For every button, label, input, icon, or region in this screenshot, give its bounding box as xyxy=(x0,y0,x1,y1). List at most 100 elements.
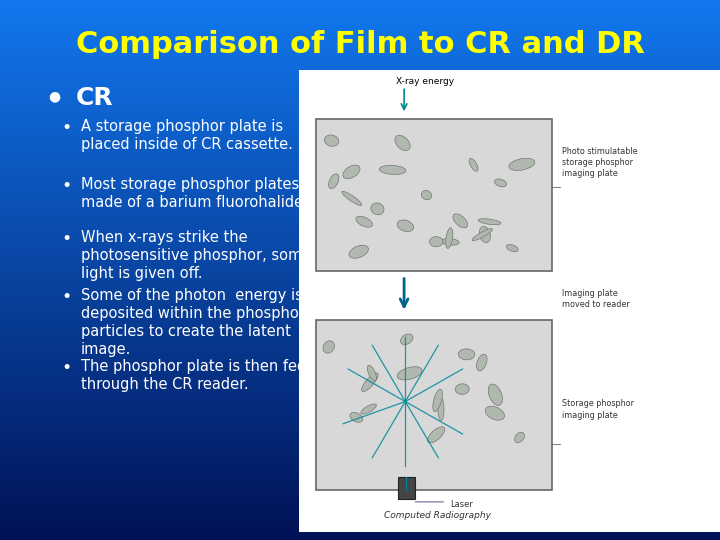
Ellipse shape xyxy=(459,349,474,360)
Bar xyxy=(0,18,720,22)
Bar xyxy=(0,461,720,464)
Bar xyxy=(0,137,720,140)
Bar xyxy=(0,158,720,162)
Bar xyxy=(0,367,720,371)
Bar xyxy=(0,263,720,266)
Bar xyxy=(0,76,720,79)
Bar xyxy=(0,162,720,166)
Bar xyxy=(0,61,720,65)
Ellipse shape xyxy=(455,384,469,394)
Bar xyxy=(0,274,720,277)
Ellipse shape xyxy=(421,191,431,200)
Bar xyxy=(0,317,720,320)
Bar xyxy=(0,490,720,493)
Bar xyxy=(0,295,720,299)
Bar xyxy=(0,115,720,119)
Ellipse shape xyxy=(506,245,518,252)
Bar xyxy=(0,212,720,216)
Bar xyxy=(0,436,720,439)
Ellipse shape xyxy=(485,406,505,420)
Bar xyxy=(0,342,720,346)
Bar xyxy=(0,4,720,7)
Bar xyxy=(0,252,720,255)
Bar xyxy=(0,428,720,432)
Bar xyxy=(0,166,720,169)
Ellipse shape xyxy=(343,165,360,179)
Bar xyxy=(0,522,720,525)
Bar xyxy=(0,173,720,177)
Bar xyxy=(0,454,720,457)
Bar xyxy=(0,339,720,342)
Text: CR: CR xyxy=(76,86,113,110)
Bar xyxy=(0,335,720,339)
Text: Most storage phosphor plates are
made of a barium fluorohalide.: Most storage phosphor plates are made of… xyxy=(81,177,328,210)
Ellipse shape xyxy=(397,220,413,232)
Bar xyxy=(0,245,720,248)
Bar xyxy=(0,468,720,471)
Ellipse shape xyxy=(441,239,459,245)
Bar xyxy=(0,241,720,245)
FancyBboxPatch shape xyxy=(398,477,415,499)
Bar xyxy=(0,393,720,396)
Bar xyxy=(0,86,720,90)
Bar xyxy=(0,43,720,47)
Bar xyxy=(0,32,720,36)
Bar xyxy=(0,47,720,50)
Bar xyxy=(0,205,720,209)
Bar xyxy=(0,292,720,295)
Bar xyxy=(0,248,720,252)
Bar xyxy=(0,155,720,158)
Bar xyxy=(0,25,720,29)
Bar xyxy=(0,223,720,227)
Bar xyxy=(0,108,720,112)
Bar xyxy=(0,277,720,281)
Bar xyxy=(0,533,720,536)
Bar xyxy=(0,140,720,144)
Ellipse shape xyxy=(361,404,377,414)
Ellipse shape xyxy=(433,389,442,411)
Bar xyxy=(0,346,720,349)
Bar xyxy=(0,187,720,191)
Text: Laser: Laser xyxy=(451,500,473,509)
Bar xyxy=(0,493,720,497)
Ellipse shape xyxy=(438,397,444,421)
Bar xyxy=(0,497,720,501)
Bar xyxy=(0,281,720,285)
Bar xyxy=(0,360,720,363)
Bar xyxy=(0,410,720,414)
Bar xyxy=(0,425,720,428)
Bar xyxy=(0,238,720,241)
Ellipse shape xyxy=(446,228,453,248)
Text: •: • xyxy=(61,230,71,248)
Text: •: • xyxy=(61,177,71,195)
Ellipse shape xyxy=(350,413,363,422)
Bar xyxy=(0,266,720,270)
Bar xyxy=(0,22,720,25)
Bar xyxy=(0,299,720,302)
Bar xyxy=(0,7,720,11)
Bar xyxy=(0,504,720,508)
Ellipse shape xyxy=(395,136,410,151)
Text: Some of the photon  energy is
deposited within the phosphor
particles to create : Some of the photon energy is deposited w… xyxy=(81,288,305,357)
Bar xyxy=(0,320,720,324)
Bar xyxy=(0,529,720,533)
Bar xyxy=(0,169,720,173)
Bar xyxy=(0,130,720,133)
Bar xyxy=(0,482,720,486)
Bar xyxy=(0,36,720,39)
Bar xyxy=(0,328,720,331)
Bar xyxy=(0,374,720,378)
Bar xyxy=(0,457,720,461)
FancyBboxPatch shape xyxy=(315,320,552,490)
Bar xyxy=(0,508,720,511)
Bar xyxy=(0,201,720,205)
Ellipse shape xyxy=(430,237,443,247)
Ellipse shape xyxy=(428,427,445,443)
Bar xyxy=(0,363,720,367)
Bar xyxy=(0,58,720,61)
Bar xyxy=(0,501,720,504)
Ellipse shape xyxy=(325,135,338,146)
Bar xyxy=(0,93,720,97)
Bar xyxy=(0,378,720,382)
Bar xyxy=(0,15,720,18)
